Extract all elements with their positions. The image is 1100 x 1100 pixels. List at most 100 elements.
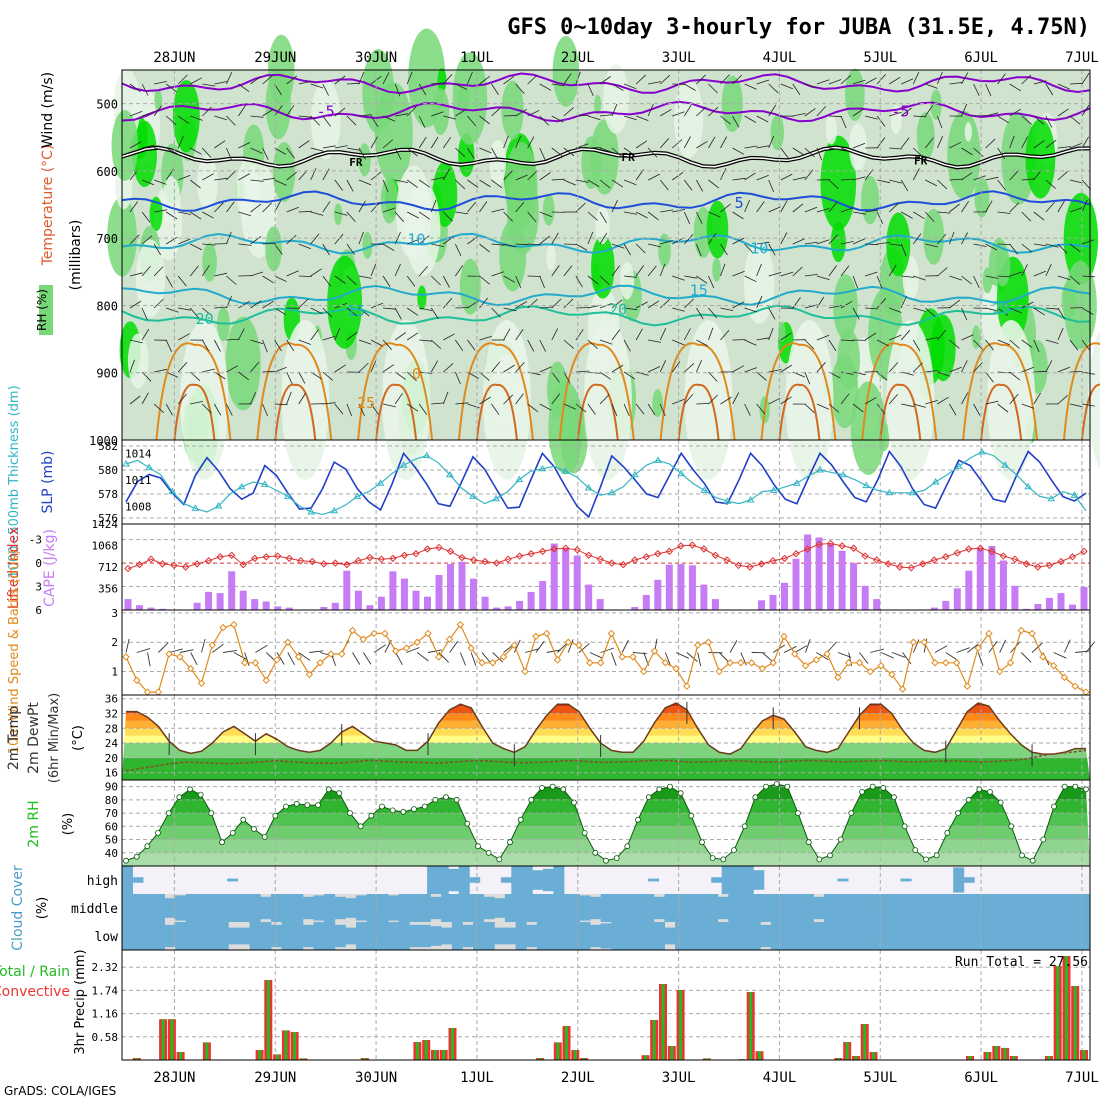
wind-barb bbox=[286, 339, 295, 352]
wind-speed-point bbox=[262, 676, 270, 685]
wind-barb bbox=[298, 169, 308, 181]
thickness-point bbox=[746, 496, 755, 503]
wind-speed-point bbox=[219, 623, 227, 632]
rh-shading bbox=[652, 389, 663, 418]
rh-point bbox=[432, 796, 439, 803]
wind-barb bbox=[1057, 83, 1070, 90]
wind-barb bbox=[804, 241, 818, 245]
precip-bar-total bbox=[266, 980, 270, 1060]
cloud-cell-middle bbox=[143, 894, 155, 922]
wind-barb bbox=[792, 147, 805, 156]
wind-speed-point bbox=[1071, 682, 1079, 690]
credit-label: GrADS: COLA/IGES bbox=[4, 1084, 116, 1098]
wind-speed-point bbox=[294, 653, 303, 661]
wind-speed-point bbox=[176, 653, 184, 661]
rh-point bbox=[1040, 836, 1047, 843]
cape-bar bbox=[124, 599, 132, 610]
isotherm-25 bbox=[760, 342, 837, 441]
cloud-row-label: middle bbox=[71, 902, 118, 917]
lifted-index-point bbox=[158, 560, 167, 568]
wind-barb bbox=[683, 328, 691, 341]
lifted-index-point bbox=[515, 552, 524, 560]
cloud-cell-middle bbox=[643, 894, 655, 922]
wind-barb-10m bbox=[298, 652, 311, 661]
cape-bar bbox=[493, 607, 501, 610]
lifted-index-point bbox=[711, 551, 720, 559]
wind-barb bbox=[177, 74, 188, 85]
wind-barb bbox=[503, 275, 516, 283]
temp-band bbox=[122, 743, 1090, 758]
rh-shading bbox=[964, 122, 972, 142]
wind-barb bbox=[479, 335, 493, 341]
cape-bar bbox=[435, 575, 443, 610]
temp-band bbox=[122, 713, 1090, 721]
thickness-point bbox=[954, 462, 963, 469]
cloud-cell-high bbox=[711, 877, 723, 883]
cloud-cell-low bbox=[887, 922, 899, 950]
cape-bar bbox=[216, 593, 224, 610]
wind-barb bbox=[599, 232, 608, 245]
rh-shading bbox=[197, 155, 218, 211]
wind-barb bbox=[816, 275, 830, 280]
cloud-cell-high bbox=[458, 866, 470, 894]
thickness-point bbox=[469, 492, 477, 499]
cloud-cell-low bbox=[334, 924, 346, 948]
cloud-cell-low bbox=[356, 922, 368, 950]
date-label-top: 7JUL bbox=[1065, 50, 1099, 66]
wind-barb bbox=[1009, 371, 1021, 381]
slp-tick: 1011 bbox=[125, 474, 152, 487]
wind-barb bbox=[852, 142, 866, 149]
rh-point bbox=[368, 812, 375, 819]
wind-barb bbox=[732, 270, 745, 277]
cloud-cell-low bbox=[909, 922, 921, 950]
wind-barb bbox=[732, 365, 745, 373]
rh-point bbox=[955, 810, 961, 816]
cape-bar bbox=[815, 537, 823, 610]
cloud-cell-middle bbox=[494, 898, 506, 918]
wind-barb bbox=[262, 147, 269, 160]
cloud-cell-low bbox=[249, 922, 261, 950]
wind-barb bbox=[177, 135, 184, 149]
cloud-cell-middle bbox=[770, 894, 782, 922]
rh-point bbox=[741, 823, 748, 830]
wind-barb bbox=[189, 371, 201, 381]
pressure-tick: 700 bbox=[96, 232, 118, 246]
lifted-index-point bbox=[366, 553, 374, 562]
rh-shading bbox=[982, 267, 993, 294]
wind-barb-10m bbox=[244, 652, 250, 666]
wind-barb bbox=[672, 237, 684, 245]
wind-barb bbox=[973, 147, 984, 157]
wind-barb bbox=[997, 147, 1006, 160]
cloud-cell-low bbox=[409, 924, 421, 948]
wind-barb bbox=[394, 211, 405, 223]
cloud-cell-low bbox=[792, 922, 804, 950]
wind-barb bbox=[238, 300, 250, 309]
wind-barb bbox=[431, 111, 444, 117]
lifted-index-point bbox=[1080, 547, 1088, 556]
wind-barb bbox=[756, 337, 770, 341]
wind-barb bbox=[467, 201, 477, 213]
isotherm-label: FR bbox=[349, 156, 363, 169]
rh-point bbox=[1061, 783, 1068, 790]
wind-barb bbox=[852, 211, 866, 215]
cloud-cell-middle bbox=[887, 894, 899, 922]
wind-barb bbox=[647, 300, 660, 309]
cloud-cell-low bbox=[739, 922, 751, 950]
rh-point bbox=[837, 836, 844, 843]
precip-bar-total bbox=[872, 1052, 875, 1060]
wind-barb bbox=[756, 241, 770, 245]
wind-barb bbox=[985, 243, 998, 251]
wind-barb bbox=[888, 264, 897, 277]
lifted-index-point bbox=[204, 557, 213, 565]
wind-barb bbox=[129, 169, 139, 181]
wind-barb bbox=[635, 74, 646, 85]
cloud-cell-low bbox=[217, 922, 229, 950]
wind-barb bbox=[250, 179, 264, 182]
wind-barb bbox=[696, 243, 702, 257]
wind-barb bbox=[370, 263, 377, 277]
thickness-point bbox=[792, 479, 801, 486]
wind-barb bbox=[708, 275, 715, 289]
isotherm-30 bbox=[274, 383, 317, 441]
temp-band bbox=[122, 757, 1090, 780]
cloud-cell-low bbox=[994, 922, 1006, 950]
